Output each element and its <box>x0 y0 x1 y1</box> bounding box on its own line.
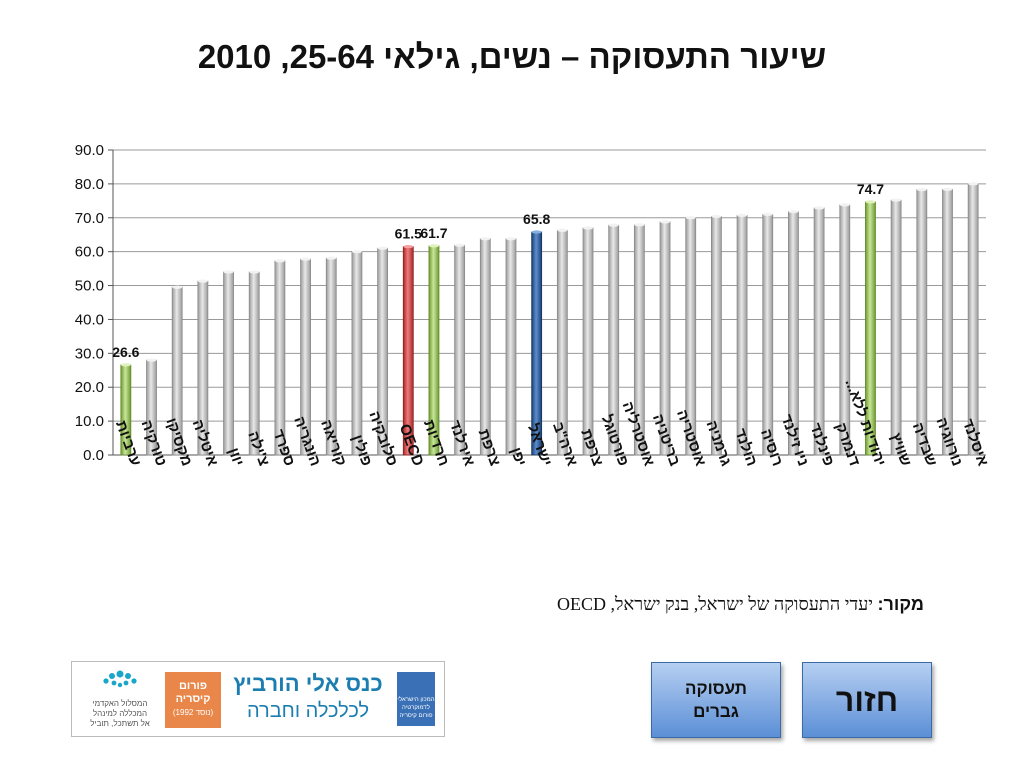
x-tick-label: הולנד <box>731 426 760 468</box>
bar-top <box>839 203 850 207</box>
conference-logo: כנס אלי הורביץ לכלכלה וחברה <box>228 670 388 724</box>
y-tick-label: 70.0 <box>75 210 104 227</box>
conference-line2: לכלכלה וחברה <box>246 700 370 722</box>
y-tick-label: 0.0 <box>83 447 104 464</box>
y-tick-label: 40.0 <box>75 311 104 328</box>
bar-top <box>968 182 979 186</box>
bar-top <box>942 187 953 191</box>
bar-top <box>428 244 439 248</box>
bar-top <box>557 228 568 232</box>
source-text: יעדי התעסוקה של ישראל, בנק ישראל, OECD <box>557 594 878 614</box>
bar-top <box>531 230 542 234</box>
dots-logo-icon <box>103 670 137 688</box>
bar-top <box>274 259 285 263</box>
bar-top <box>608 223 619 227</box>
x-tick-label: צרפת <box>475 427 504 468</box>
employment-men-button[interactable]: תעסוקה גברים <box>651 662 781 738</box>
data-label: 26.6 <box>112 344 139 360</box>
bar <box>736 215 748 456</box>
bar-top <box>172 285 183 289</box>
bar-top <box>685 216 696 220</box>
bar-top <box>300 257 311 261</box>
institute-text: המכון הישראלי לדמוקרטיה פורום קיסריה <box>397 697 435 719</box>
academic-track-text: המסלול האקדמי המכללה למינהל אל תשתכל, תו… <box>90 699 150 728</box>
source-note: מקור: יעדי התעסוקה של ישראל, בנק ישראל, … <box>557 594 924 615</box>
y-tick-label: 20.0 <box>75 379 104 396</box>
bar-top <box>788 210 799 214</box>
data-label: 61.7 <box>420 225 447 241</box>
bar <box>505 238 517 456</box>
x-tick-label: יפן <box>507 445 529 468</box>
chart-title: שיעור התעסוקה – נשים, גילאי 25-64, 2010 <box>197 38 827 75</box>
bar-top <box>120 363 131 367</box>
bar-chart: 0.0 10.0 20.0 30.0 40.0 50.0 60.0 70.0 80.0 90.0 2… <box>75 142 992 469</box>
bar-top <box>480 237 491 241</box>
bar-top <box>583 226 594 230</box>
x-tick-label: ספרד <box>269 427 298 468</box>
data-label: 61.5 <box>395 226 422 242</box>
bar <box>813 207 825 456</box>
source-label: מקור: <box>877 594 924 614</box>
back-button[interactable]: חזור <box>802 662 932 738</box>
bar-top <box>351 250 362 254</box>
y-tick-label: 10.0 <box>75 413 104 430</box>
bar-top <box>505 237 516 241</box>
bar <box>916 189 928 456</box>
bar <box>839 204 851 456</box>
bar-top <box>916 188 927 192</box>
conference-line1: כנס אלי הורביץ <box>233 671 383 696</box>
bar-top <box>711 214 722 219</box>
x-tick-label: צ'ילה <box>244 429 272 468</box>
sponsor-logos: המסלול האקדמי המכללה למינהל אל תשתכל, תו… <box>71 661 445 737</box>
bar <box>890 199 902 456</box>
y-tick-label: 50.0 <box>75 278 104 295</box>
bar-top <box>197 279 208 283</box>
bar-top <box>403 244 414 249</box>
bar-top <box>814 206 825 210</box>
bar <box>351 251 363 456</box>
academic-track-logo: המסלול האקדמי המכללה למינהל אל תשתכל, תו… <box>82 668 158 730</box>
bar-top <box>146 358 157 362</box>
bar <box>762 213 774 456</box>
bar-top <box>737 213 748 218</box>
y-tick-label: 60.0 <box>75 244 104 261</box>
bar <box>248 271 260 456</box>
bar <box>223 271 234 456</box>
bar-top <box>762 212 773 216</box>
forum-founded: (נוסד 1992) <box>172 708 214 717</box>
y-tick-label: 80.0 <box>75 176 104 193</box>
bar-top <box>223 270 234 274</box>
x-tick-label: יוון <box>225 446 247 469</box>
bar <box>582 227 594 456</box>
caesarea-forum-logo: פורום קיסריה (נוסד 1992) <box>165 672 221 728</box>
y-tick-label: 90.0 <box>75 142 104 159</box>
bar <box>967 183 979 456</box>
bar-top <box>660 220 671 224</box>
bar <box>274 260 286 456</box>
democracy-institute-logo: המכון הישראלי לדמוקרטיה פורום קיסריה <box>397 672 435 726</box>
bar-top <box>865 200 876 204</box>
y-tick-label: 30.0 <box>75 345 104 362</box>
data-label: 65.8 <box>523 211 550 227</box>
x-tick-label: רוסיה <box>757 427 786 469</box>
bar-top <box>249 270 260 274</box>
bar-top <box>454 243 465 247</box>
bar-top <box>634 223 645 227</box>
bar-top <box>891 198 902 202</box>
forum-name: פורום קיסריה <box>175 680 211 705</box>
bar-top <box>326 256 337 260</box>
bar-top <box>377 246 388 250</box>
x-tick-label: צרפת <box>577 427 606 468</box>
data-label: 74.7 <box>857 181 884 197</box>
bar <box>479 238 491 456</box>
